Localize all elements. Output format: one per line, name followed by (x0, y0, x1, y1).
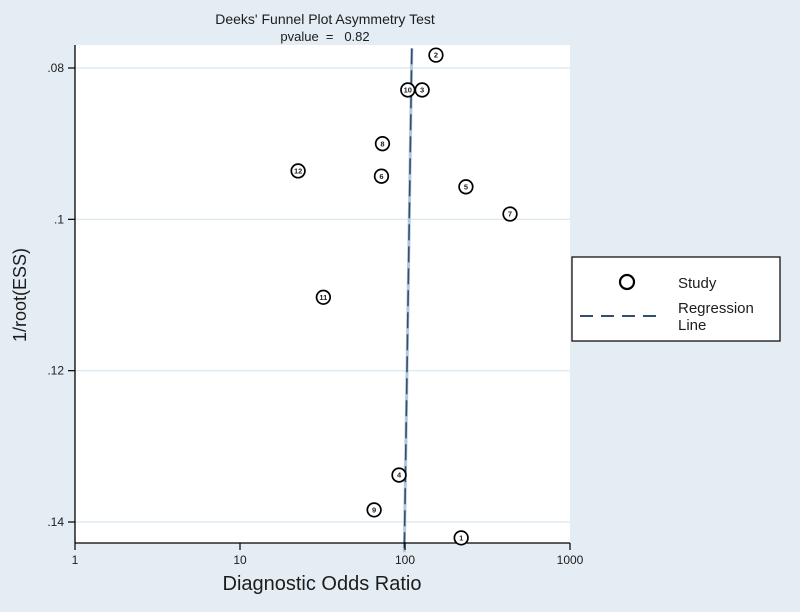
study-number-label: 2 (434, 51, 438, 60)
study-point: 7 (502, 206, 518, 222)
tick-marks-and-labels: .08 .1 .12 .14 1 10 100 1000 (47, 61, 583, 567)
study-number-label: 4 (397, 471, 402, 480)
study-marker-circle (366, 502, 382, 518)
y-axis-label: 1/root(ESS) (10, 248, 30, 342)
study-number-label: 6 (379, 172, 383, 181)
y-tick-label: .14 (47, 515, 64, 529)
x-tick-label: 1000 (557, 553, 584, 567)
legend-box (571, 256, 781, 342)
study-number-label: 5 (464, 182, 468, 191)
study-number-label: 7 (508, 210, 512, 219)
y-tick-label: .1 (54, 212, 64, 226)
study-point: 12 (290, 163, 306, 179)
study-point: 11 (315, 289, 331, 305)
study-point: 5 (458, 179, 474, 195)
study-marker-circle (502, 206, 518, 222)
axes (74, 45, 570, 544)
y-tick-label: .12 (47, 364, 64, 378)
legend-study-marker (618, 273, 636, 291)
study-marker-circle (391, 467, 407, 483)
study-marker-circle (315, 289, 331, 305)
study-marker-circle (374, 136, 391, 152)
legend-study-label: Study (678, 275, 717, 292)
y-tick-label: .08 (47, 61, 64, 75)
study-marker-circle (373, 168, 390, 184)
study-number-label: 12 (294, 167, 302, 176)
study-marker-circle (453, 530, 469, 546)
x-tick-label: 100 (395, 553, 415, 567)
study-point: 2 (428, 47, 444, 63)
study-point: 4 (391, 467, 407, 483)
chart-title: Deeks' Funnel Plot Asymmetry Test (215, 11, 435, 27)
study-point: 3 (414, 82, 430, 98)
legend-regression-label-line2: Line (678, 317, 706, 334)
study-marker-circle (428, 47, 444, 63)
regression-line (402, 48, 414, 553)
x-axis-label: Diagnostic Odds Ratio (223, 573, 422, 595)
regression-line-dashes (403, 48, 413, 553)
study-point: 6 (373, 168, 390, 184)
x-tick-label: 10 (233, 553, 247, 567)
study-number-label: 8 (380, 139, 384, 148)
study-marker-circle (414, 82, 430, 98)
study-number-label: 3 (420, 86, 424, 95)
study-marker-circle (458, 179, 474, 195)
chart-subtitle: pvalue = 0.82 (280, 29, 369, 44)
study-point: 8 (374, 136, 391, 152)
study-marker-circle (290, 163, 306, 179)
x-tick-label: 1 (72, 553, 79, 567)
study-number-label: 9 (372, 505, 376, 514)
study-point: 10 (400, 82, 416, 98)
study-point: 9 (366, 502, 382, 518)
legend: Study Regression Line (571, 256, 781, 342)
data-points: 2 10 3 8 12 6 5 7 11 4 9 1 (290, 47, 518, 546)
legend-regression-label-line1: Regression (678, 300, 754, 317)
study-number-label: 1 (459, 533, 463, 542)
study-number-label: 10 (404, 86, 412, 95)
study-number-label: 11 (319, 293, 327, 302)
study-point: 1 (453, 530, 469, 546)
gridlines (75, 67, 570, 523)
